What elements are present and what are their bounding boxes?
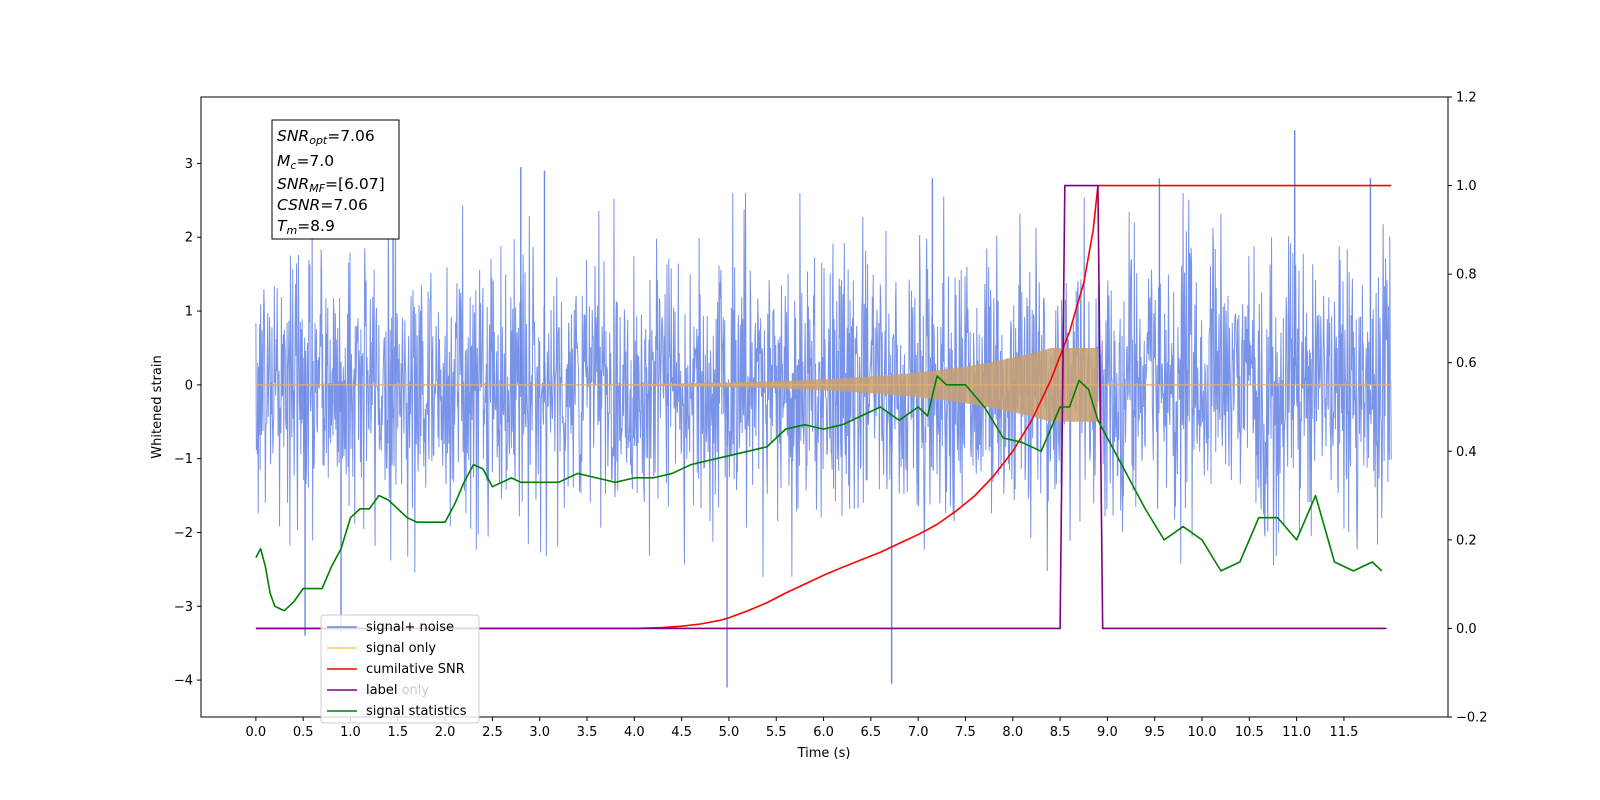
x-tick-label: 8.5 [1050, 725, 1071, 740]
y-tick-label: 3 [185, 157, 193, 172]
legend-label-cumulative-snr: cumilative SNR [366, 662, 465, 677]
y2-tick-label: 1.0 [1456, 179, 1477, 194]
y-tick-label: −1 [174, 452, 193, 467]
x-tick-label: 2.5 [482, 725, 503, 740]
legend-label-signal-statistics: signal statistics [366, 704, 467, 719]
x-tick-label: 7.5 [955, 725, 976, 740]
legend-label-signal-only: signal only [366, 641, 436, 656]
y-tick-label: 0 [185, 378, 193, 393]
legend-entry-signal-noise: signal+ noise [327, 620, 454, 635]
y2-tick-label: 0.6 [1456, 356, 1477, 371]
x-tick-label: 3.0 [529, 725, 550, 740]
x-tick-label: 5.0 [719, 725, 740, 740]
legend-entry-signal-only: signal only [327, 641, 436, 656]
x-tick-label: 11.0 [1282, 725, 1311, 740]
x-tick-label: 9.0 [1097, 725, 1118, 740]
y-tick-label: −2 [174, 526, 193, 541]
x-axis-title: Time (s) [797, 746, 851, 761]
info-line-csnr: CSNR=7.06 [277, 196, 368, 214]
plot-frame [200, 96, 1449, 718]
x-tick-label: 7.0 [908, 725, 929, 740]
y-tick-label: −3 [174, 600, 193, 615]
x-tick-label: 1.0 [340, 725, 361, 740]
x-tick-label: 5.5 [766, 725, 787, 740]
legend: signal+ noise signal only cumilative SNR… [320, 614, 480, 724]
info-line-snr-opt: SNRopt=7.06 [277, 127, 375, 147]
y-axis-title: Whitened strain [150, 355, 165, 458]
ticks-layer: 0.0 0.5 1.0 1.5 2.0 2.5 3.0 3.5 4.0 4.5 5.0 5.5 6.0 6… [174, 91, 1488, 741]
x-tick-label: 4.5 [671, 725, 692, 740]
y2-tick-label: 0.2 [1456, 533, 1477, 548]
legend-entry-signal-statistics: signal statistics [327, 704, 467, 719]
x-tick-label: 6.5 [861, 725, 882, 740]
x-tick-label: 2.0 [435, 725, 456, 740]
y-tick-label: −4 [174, 674, 193, 689]
x-tick-label: 6.0 [813, 725, 834, 740]
series-layer [255, 130, 1392, 688]
series-label-line [255, 184, 1387, 630]
x-tick-label: 3.5 [577, 725, 598, 740]
legend-entry-label: label only label [327, 683, 429, 698]
legend-label-label-only-ghost: label only [366, 683, 429, 698]
info-line-snr-mf: SNRMF=[6.07] [277, 175, 385, 195]
legend-label-signal-noise: signal+ noise [366, 620, 454, 635]
series-signal-statistics-line [255, 375, 1383, 612]
x-tick-label: 0.5 [293, 725, 314, 740]
legend-frame [320, 614, 480, 724]
x-tick-label: 0.0 [246, 725, 267, 740]
info-box-frame [271, 119, 400, 240]
x-tick-label: 11.5 [1329, 725, 1358, 740]
info-box: SNRopt=7.06 Mc=7.0 SNRMF=[6.07] CSNR=7.0… [271, 119, 400, 240]
x-tick-label: 4.0 [624, 725, 645, 740]
x-tick-label: 8.0 [1002, 725, 1023, 740]
y-tick-label: 2 [185, 231, 193, 246]
x-tick-label: 9.5 [1144, 725, 1165, 740]
y2-tick-label: 0.4 [1456, 445, 1477, 460]
y2-tick-label: 0.8 [1456, 268, 1477, 283]
y2-tick-label: −0.2 [1456, 711, 1488, 726]
info-line-chirp-mass: Mc=7.0 [277, 152, 334, 172]
x-tick-label: 10.0 [1188, 725, 1217, 740]
legend-entry-cumulative-snr: cumilative SNR [327, 662, 465, 677]
y-tick-label: 1 [185, 305, 193, 320]
legend-label-label: label [366, 683, 397, 698]
y2-tick-label: 1.2 [1456, 91, 1477, 106]
info-line-merger-time: Tm=8.9 [277, 217, 335, 237]
x-tick-label: 1.5 [387, 725, 408, 740]
y2-tick-label: 0.0 [1456, 622, 1477, 637]
series-signal-noise-line [255, 192, 1392, 577]
x-tick-label: 10.5 [1235, 725, 1264, 740]
series-cumilative-snr-line [255, 184, 1392, 630]
